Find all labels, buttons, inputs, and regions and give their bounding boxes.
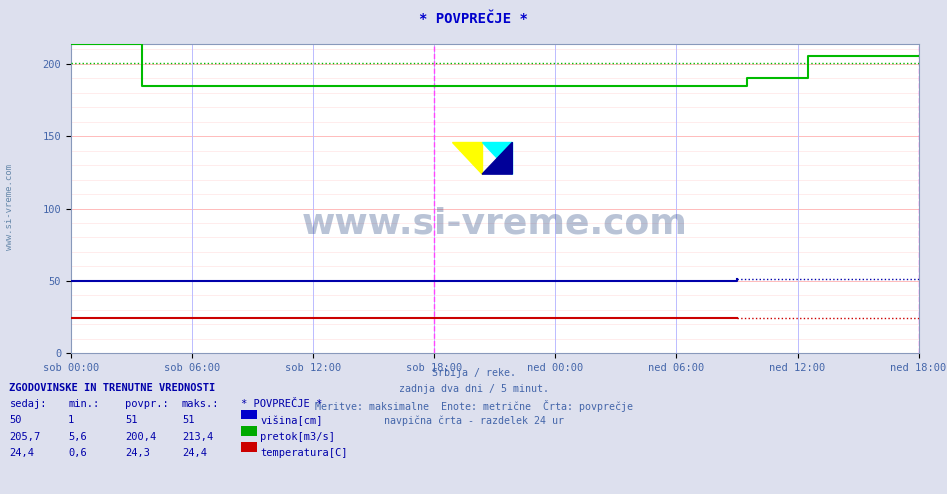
Text: 200,4: 200,4 (125, 432, 156, 442)
Text: 51: 51 (182, 415, 194, 425)
Text: ZGODOVINSKE IN TRENUTNE VREDNOSTI: ZGODOVINSKE IN TRENUTNE VREDNOSTI (9, 383, 216, 393)
Text: Srbija / reke.: Srbija / reke. (432, 368, 515, 378)
Text: maks.:: maks.: (182, 399, 220, 409)
Text: 24,4: 24,4 (182, 448, 206, 458)
Text: 50: 50 (9, 415, 22, 425)
Text: 213,4: 213,4 (182, 432, 213, 442)
Text: min.:: min.: (68, 399, 99, 409)
Text: www.si-vreme.com: www.si-vreme.com (302, 206, 688, 241)
Text: * POVPREČJE *: * POVPREČJE * (241, 399, 323, 409)
Text: www.si-vreme.com: www.si-vreme.com (5, 165, 14, 250)
Text: * POVPREČJE *: * POVPREČJE * (420, 12, 527, 26)
Text: 24,4: 24,4 (9, 448, 34, 458)
Text: 0,6: 0,6 (68, 448, 87, 458)
Text: zadnja dva dni / 5 minut.: zadnja dva dni / 5 minut. (399, 384, 548, 394)
Polygon shape (482, 142, 512, 174)
Text: 24,3: 24,3 (125, 448, 150, 458)
Text: višina[cm]: višina[cm] (260, 415, 323, 426)
Text: Meritve: maksimalne  Enote: metrične  Črta: povprečje: Meritve: maksimalne Enote: metrične Črta… (314, 400, 633, 412)
Polygon shape (452, 142, 482, 174)
Text: temperatura[C]: temperatura[C] (260, 448, 348, 458)
Text: 205,7: 205,7 (9, 432, 41, 442)
Text: 5,6: 5,6 (68, 432, 87, 442)
Text: pretok[m3/s]: pretok[m3/s] (260, 432, 335, 442)
Polygon shape (482, 142, 512, 174)
Text: povpr.:: povpr.: (125, 399, 169, 409)
Text: 1: 1 (68, 415, 75, 425)
Text: 51: 51 (125, 415, 137, 425)
Text: sedaj:: sedaj: (9, 399, 47, 409)
Text: navpična črta - razdelek 24 ur: navpična črta - razdelek 24 ur (384, 415, 563, 426)
